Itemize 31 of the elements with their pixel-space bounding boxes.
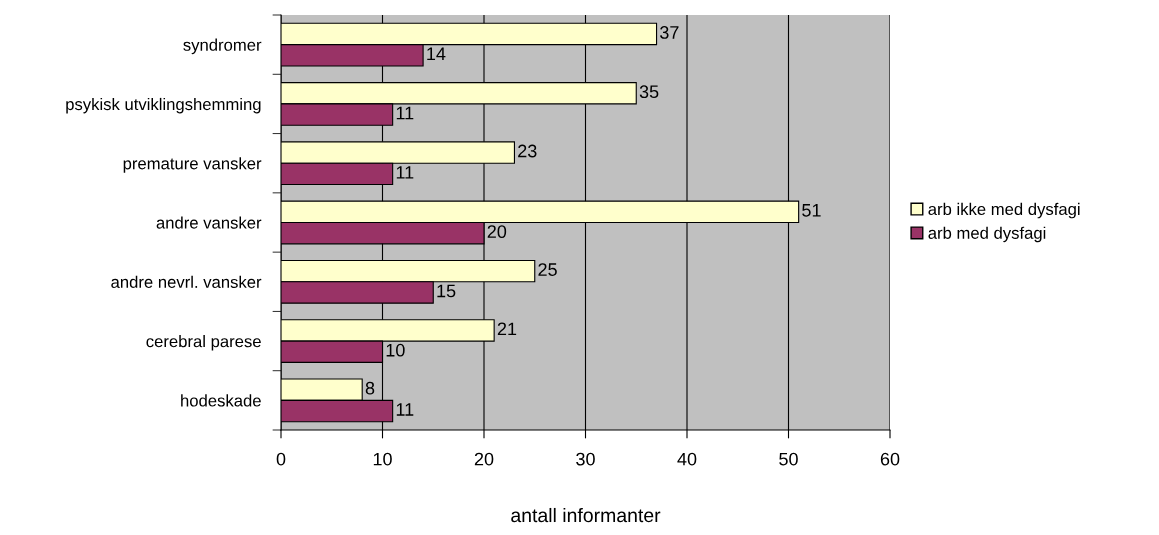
- data-label: 11: [396, 403, 414, 416]
- y-tick-label: psykisk utviklingshemming: [66, 97, 261, 114]
- data-label: 15: [437, 284, 456, 298]
- data-label: 21: [497, 322, 517, 336]
- data-label: 11: [396, 106, 414, 120]
- legend-label: arb ikke med dysfagi: [928, 202, 1080, 219]
- data-label: 20: [487, 225, 507, 239]
- x-tick-label: 10: [373, 452, 392, 466]
- data-label: 10: [386, 343, 405, 357]
- data-label: 51: [802, 204, 821, 217]
- legend-label: arb med dysfagi: [928, 226, 1046, 243]
- x-tick-label: 20: [474, 452, 494, 466]
- x-tick-label: 0: [276, 452, 286, 466]
- x-axis-title: antall informanter: [511, 507, 661, 523]
- x-tick-label: 30: [576, 452, 595, 466]
- data-label: 35: [639, 85, 659, 99]
- data-label: 25: [538, 263, 557, 276]
- y-tick-label: syndromer: [183, 38, 262, 55]
- y-tick-label: premature vansker: [123, 157, 262, 173]
- data-label: 23: [518, 144, 537, 158]
- data-label: 37: [660, 26, 679, 39]
- x-tick-label: 60: [880, 452, 900, 466]
- x-tick-label: 50: [779, 452, 798, 466]
- data-label: 14: [427, 47, 446, 60]
- x-tick-label: 40: [677, 452, 697, 466]
- y-tick-label: andre vansker: [156, 216, 262, 229]
- y-tick-label: cerebral parese: [146, 335, 261, 351]
- data-label: 11: [396, 166, 414, 179]
- y-tick-label: andre nevrl. vansker: [111, 275, 262, 288]
- y-tick-label: hodeskade: [181, 394, 261, 407]
- data-label: 8: [365, 381, 375, 395]
